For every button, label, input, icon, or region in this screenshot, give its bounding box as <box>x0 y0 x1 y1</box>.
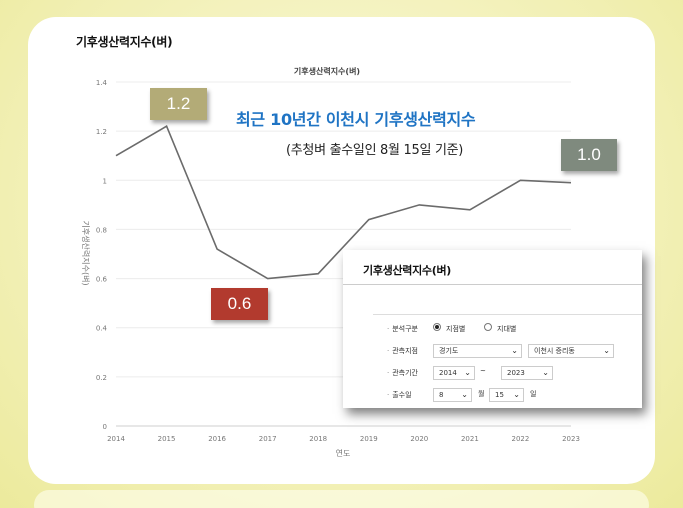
y-axis-label: 기후생산력지수(벼) <box>81 220 91 285</box>
row-analysis-type: 분석구분 지점별 지대별 <box>373 319 642 339</box>
row-period: 관측기간 2014⌄ ~ 2023⌄ <box>373 363 642 383</box>
subline: (추청벼 출수일인 8월 15일 기준) <box>286 143 464 158</box>
y-tick-label: 0.2 <box>96 374 107 382</box>
series-line <box>115 125 572 280</box>
x-tick-label: 2019 <box>360 435 378 443</box>
month-select[interactable]: 8 ⌄ <box>433 388 472 402</box>
section-title: 기후생산력지수(벼) <box>74 35 175 49</box>
x-tick-label: 2015 <box>158 435 176 443</box>
x-axis-label: 연도 <box>336 449 351 458</box>
station-select[interactable]: 이천시 증리동 ⌄ <box>528 344 614 358</box>
headline: 최근 10년간 이천시 기후생산력지수 <box>236 110 476 129</box>
y-tick-label: 1 <box>103 177 107 185</box>
chevron-down-icon: ⌄ <box>511 346 518 355</box>
end-year-select[interactable]: 2023 ⌄ <box>501 366 553 380</box>
x-tick-label: 2020 <box>410 435 428 443</box>
y-tick-label: 0.6 <box>96 276 108 284</box>
period-separator: ~ <box>480 367 486 375</box>
y-tick-label: 0.8 <box>96 226 107 234</box>
x-tick-label: 2023 <box>562 435 580 443</box>
x-tick-labels: 2014 2015 2016 2017 2018 2019 2020 2021 2022 2023 <box>107 435 580 443</box>
chart-title: 기후생산력지수(벼) <box>294 66 360 76</box>
radio-station-label: 지점별 <box>446 325 466 333</box>
panel-divider <box>343 284 642 285</box>
province-select[interactable]: 경기도 ⌄ <box>433 344 522 358</box>
callout-last: 1.0 <box>561 139 617 171</box>
chevron-down-icon: ⌄ <box>464 368 471 377</box>
radio-station[interactable] <box>433 323 441 331</box>
card-reflection <box>34 490 649 508</box>
y-tick-label: 1.2 <box>96 128 107 136</box>
start-year-select[interactable]: 2014 ⌄ <box>433 366 475 380</box>
search-form: 분석구분 지점별 지대별 관측지점 경기도⌄ 이천시 증리동⌄ 관측기간 201… <box>373 314 642 404</box>
chevron-down-icon: ⌄ <box>461 390 468 399</box>
callout-max: 1.2 <box>150 88 207 120</box>
panel-title: 기후생산력지수(벼) <box>363 264 452 277</box>
chevron-down-icon: ⌄ <box>603 346 610 355</box>
y-tick-label: 0.4 <box>96 325 108 333</box>
callout-min: 0.6 <box>211 288 268 320</box>
day-unit: 일 <box>530 390 537 398</box>
day-select[interactable]: 15 ⌄ <box>489 388 524 402</box>
x-tick-label: 2017 <box>259 435 277 443</box>
x-tick-label: 2021 <box>461 435 479 443</box>
form-panel: 기후생산력지수(벼) 분석구분 지점별 지대별 관측지점 경기도⌄ 이천시 증리… <box>343 250 642 408</box>
chevron-down-icon: ⌄ <box>542 368 549 377</box>
label-heading-date: 출수일 <box>387 390 411 400</box>
chevron-down-icon: ⌄ <box>513 390 520 399</box>
y-tick-label: 1.4 <box>96 79 108 87</box>
x-tick-label: 2018 <box>309 435 327 443</box>
month-unit: 월 <box>478 390 485 398</box>
label-analysis-type: 분석구분 <box>387 324 418 334</box>
label-period: 관측기간 <box>387 368 418 378</box>
x-tick-label: 2016 <box>208 435 226 443</box>
x-tick-label: 2014 <box>107 435 125 443</box>
y-tick-labels: 0 0.2 0.4 0.6 0.8 1 1.2 1.4 <box>96 79 108 431</box>
label-station: 관측지점 <box>387 346 418 356</box>
x-tick-label: 2022 <box>512 435 530 443</box>
row-heading-date: 출수일 8⌄ 월 15⌄ 일 <box>373 385 642 405</box>
y-tick-label: 0 <box>103 423 107 431</box>
row-station: 관측지점 경기도⌄ 이천시 증리동⌄ <box>373 341 642 361</box>
radio-zone[interactable] <box>484 323 492 331</box>
radio-zone-label: 지대별 <box>497 325 517 333</box>
